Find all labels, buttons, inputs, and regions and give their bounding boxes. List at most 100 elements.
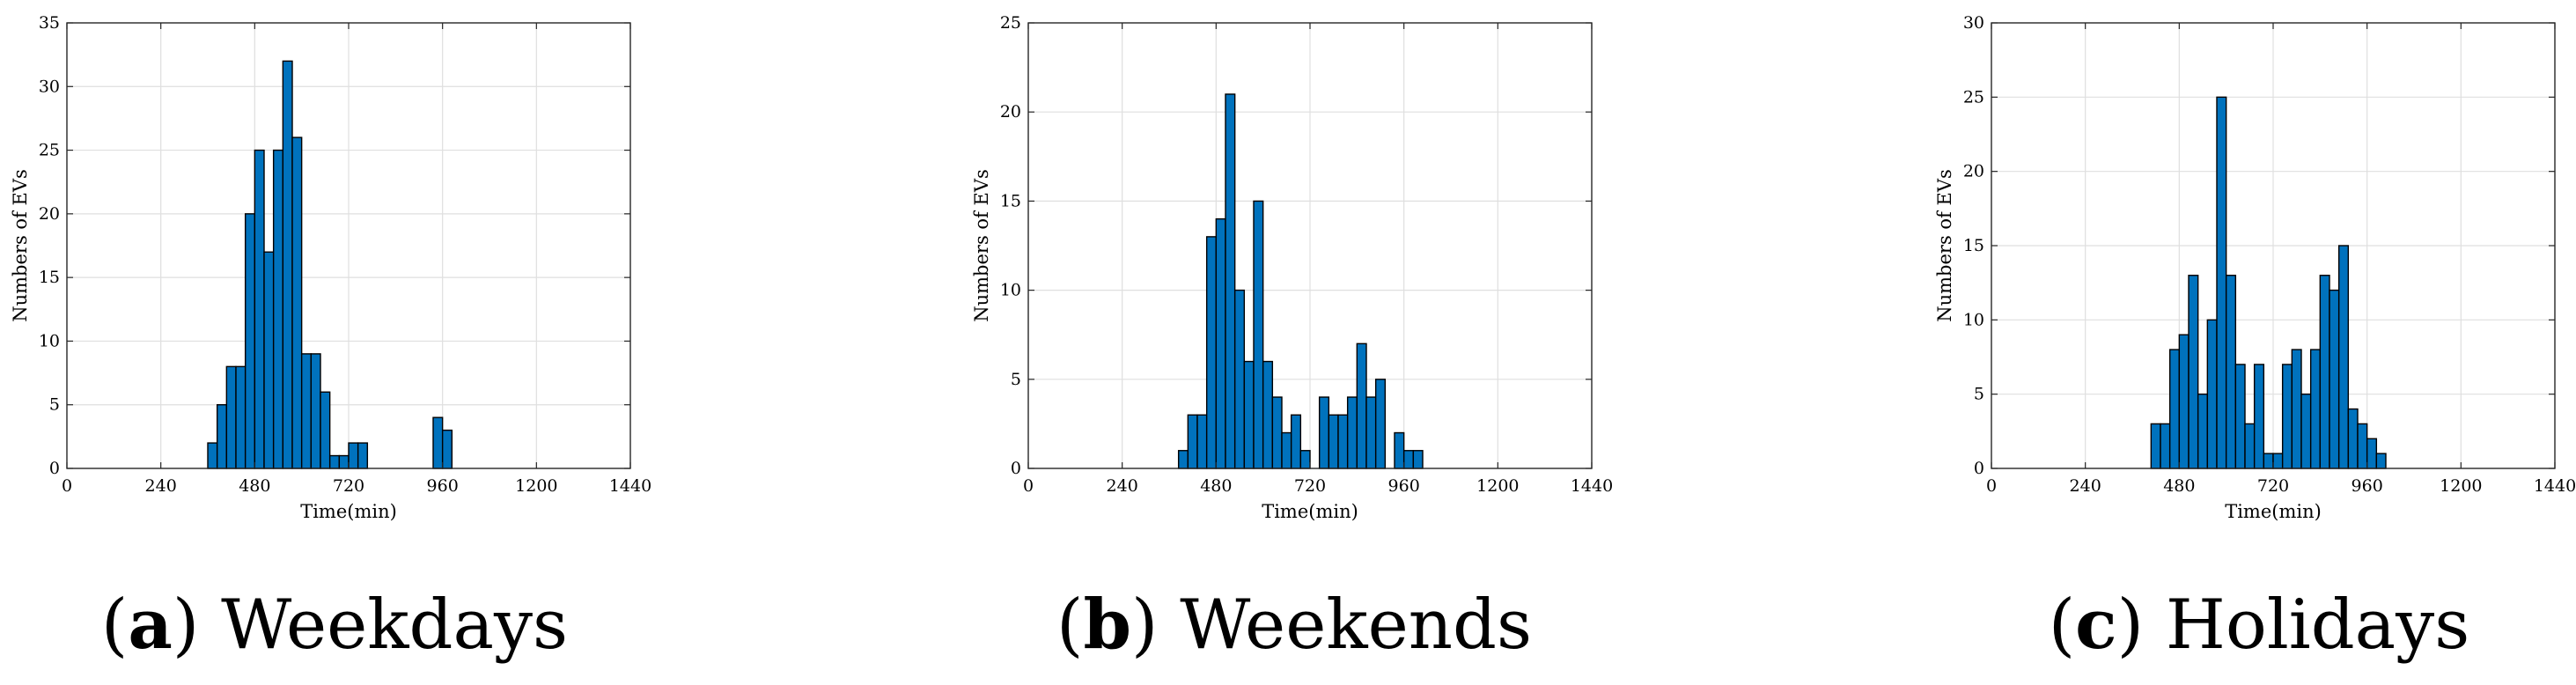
- histogram-bar: [254, 149, 265, 469]
- x-axis-label: Time(min): [2225, 501, 2322, 522]
- histogram-bar: [2160, 423, 2171, 469]
- histogram-bar: [1337, 414, 1349, 469]
- y-tick-label: 30: [1963, 13, 1984, 33]
- histogram-bar: [2375, 453, 2387, 469]
- caption-letter: b: [1083, 585, 1131, 665]
- x-axis-label: Time(min): [1262, 501, 1358, 522]
- caption-text: Weekends: [1180, 586, 1532, 665]
- y-tick-label: 0: [49, 459, 60, 478]
- histogram-bar: [1225, 93, 1236, 469]
- histogram-bar: [207, 442, 218, 469]
- x-tick-label: 720: [1294, 476, 1326, 496]
- x-tick-label: 720: [333, 476, 364, 496]
- histogram-bar: [328, 454, 341, 469]
- caption-text: Weekdays: [221, 586, 569, 665]
- x-tick-label: 480: [1200, 476, 1232, 496]
- histogram-bar: [1356, 342, 1367, 469]
- x-tick-label: 960: [427, 476, 459, 496]
- histogram-bar: [2188, 275, 2199, 469]
- histogram-bar: [2234, 364, 2246, 469]
- x-tick-label: 0: [1986, 476, 1997, 496]
- y-tick-label: 15: [39, 268, 60, 287]
- x-tick-label: 1200: [515, 476, 557, 496]
- y-tick-label: 20: [1000, 102, 1021, 122]
- histogram-bar: [1365, 396, 1377, 469]
- y-tick-label: 0: [1974, 459, 1984, 478]
- histogram-bar: [300, 353, 313, 469]
- histogram-bar: [2309, 349, 2322, 469]
- caption-text: Holidays: [2165, 586, 2470, 665]
- y-tick-label: 10: [39, 331, 60, 350]
- histogram-bar: [2216, 96, 2227, 469]
- x-tick-label: 240: [2070, 476, 2101, 496]
- histogram-bar: [2329, 289, 2340, 469]
- histogram-bar: [1253, 200, 1264, 469]
- y-axis-label: Numbers of EVs: [1934, 169, 1955, 322]
- caption-weekdays: (a) Weekdays: [100, 585, 569, 665]
- x-tick-label: 1200: [2440, 476, 2482, 496]
- histogram-bar: [2197, 393, 2209, 469]
- histogram-bar: [1402, 450, 1415, 469]
- x-tick-label: 0: [62, 476, 72, 496]
- y-tick-label: 20: [39, 204, 60, 224]
- histogram-bar: [272, 149, 284, 469]
- histogram-bar: [2366, 438, 2378, 469]
- x-tick-label: 240: [1107, 476, 1138, 496]
- histogram-bar: [1205, 236, 1218, 469]
- histogram-bar: [291, 136, 303, 469]
- histogram-bar: [2347, 408, 2359, 469]
- histogram-bar: [441, 429, 453, 469]
- x-tick-label: 720: [2257, 476, 2289, 496]
- x-tick-label: 960: [2352, 476, 2383, 496]
- histogram-bar: [2263, 453, 2274, 469]
- y-tick-label: 25: [39, 141, 60, 160]
- y-tick-label: 15: [1963, 236, 1984, 255]
- chart-weekdays: 0 240 480 720 960 1200 1440 0 5 10 15 20 25 30 35 Time(…: [10, 13, 651, 522]
- x-axis-label: Time(min): [300, 501, 397, 522]
- histogram-bar: [1290, 414, 1302, 469]
- y-axis-label: Numbers of EVs: [971, 169, 992, 322]
- histogram-bar: [1262, 360, 1274, 469]
- histogram-bar: [2178, 334, 2190, 469]
- y-tick-label: 5: [49, 395, 60, 415]
- chart-holidays: 0 240 480 720 960 1200 1440 0 5 10 15 20 25 30 Time(mi…: [1934, 13, 2576, 522]
- histogram-bar: [1374, 379, 1387, 469]
- x-tick-label: 480: [239, 476, 270, 496]
- histogram-bar: [348, 442, 359, 469]
- histogram-bar: [1318, 396, 1330, 469]
- histogram-bar: [263, 251, 275, 469]
- y-tick-label: 35: [39, 13, 60, 33]
- histogram-bar: [1299, 450, 1311, 469]
- histogram-bar: [1196, 414, 1208, 469]
- histogram-bar: [244, 213, 256, 469]
- histogram-bar: [1412, 450, 1424, 469]
- caption-holidays: (c) Holidays: [2048, 585, 2470, 665]
- x-tick-label: 240: [145, 476, 177, 496]
- x-tick-label: 0: [1023, 476, 1034, 496]
- y-tick-label: 5: [1011, 370, 1021, 389]
- histogram-bar: [338, 454, 350, 469]
- histogram-bar: [2319, 275, 2330, 469]
- histogram-bar: [1187, 414, 1198, 469]
- histogram-bar: [2206, 319, 2218, 469]
- histogram-bar: [2272, 453, 2284, 469]
- histogram-bar: [310, 353, 321, 469]
- histogram-bar: [2291, 349, 2302, 469]
- histogram-bar: [1394, 431, 1405, 469]
- histogram-bar: [2168, 349, 2181, 469]
- histogram-bar: [2244, 423, 2256, 469]
- histogram-bar: [2300, 393, 2312, 469]
- y-tick-label: 0: [1011, 459, 1021, 478]
- caption-letter: a: [128, 585, 173, 665]
- histogram-bar: [1271, 396, 1283, 469]
- x-tick-label: 1440: [2534, 476, 2576, 496]
- x-tick-label: 1440: [1571, 476, 1613, 496]
- histogram-bar: [1346, 396, 1358, 469]
- chart-weekends: 0 240 480 720 960 1200 1440 0 5 10 15 20 25 Time(min)…: [971, 13, 1613, 522]
- y-tick-label: 20: [1963, 162, 1984, 181]
- y-tick-label: 10: [1963, 310, 1984, 329]
- x-tick-label: 960: [1388, 476, 1420, 496]
- histogram-bar: [1177, 450, 1189, 469]
- y-tick-label: 5: [1974, 385, 1984, 404]
